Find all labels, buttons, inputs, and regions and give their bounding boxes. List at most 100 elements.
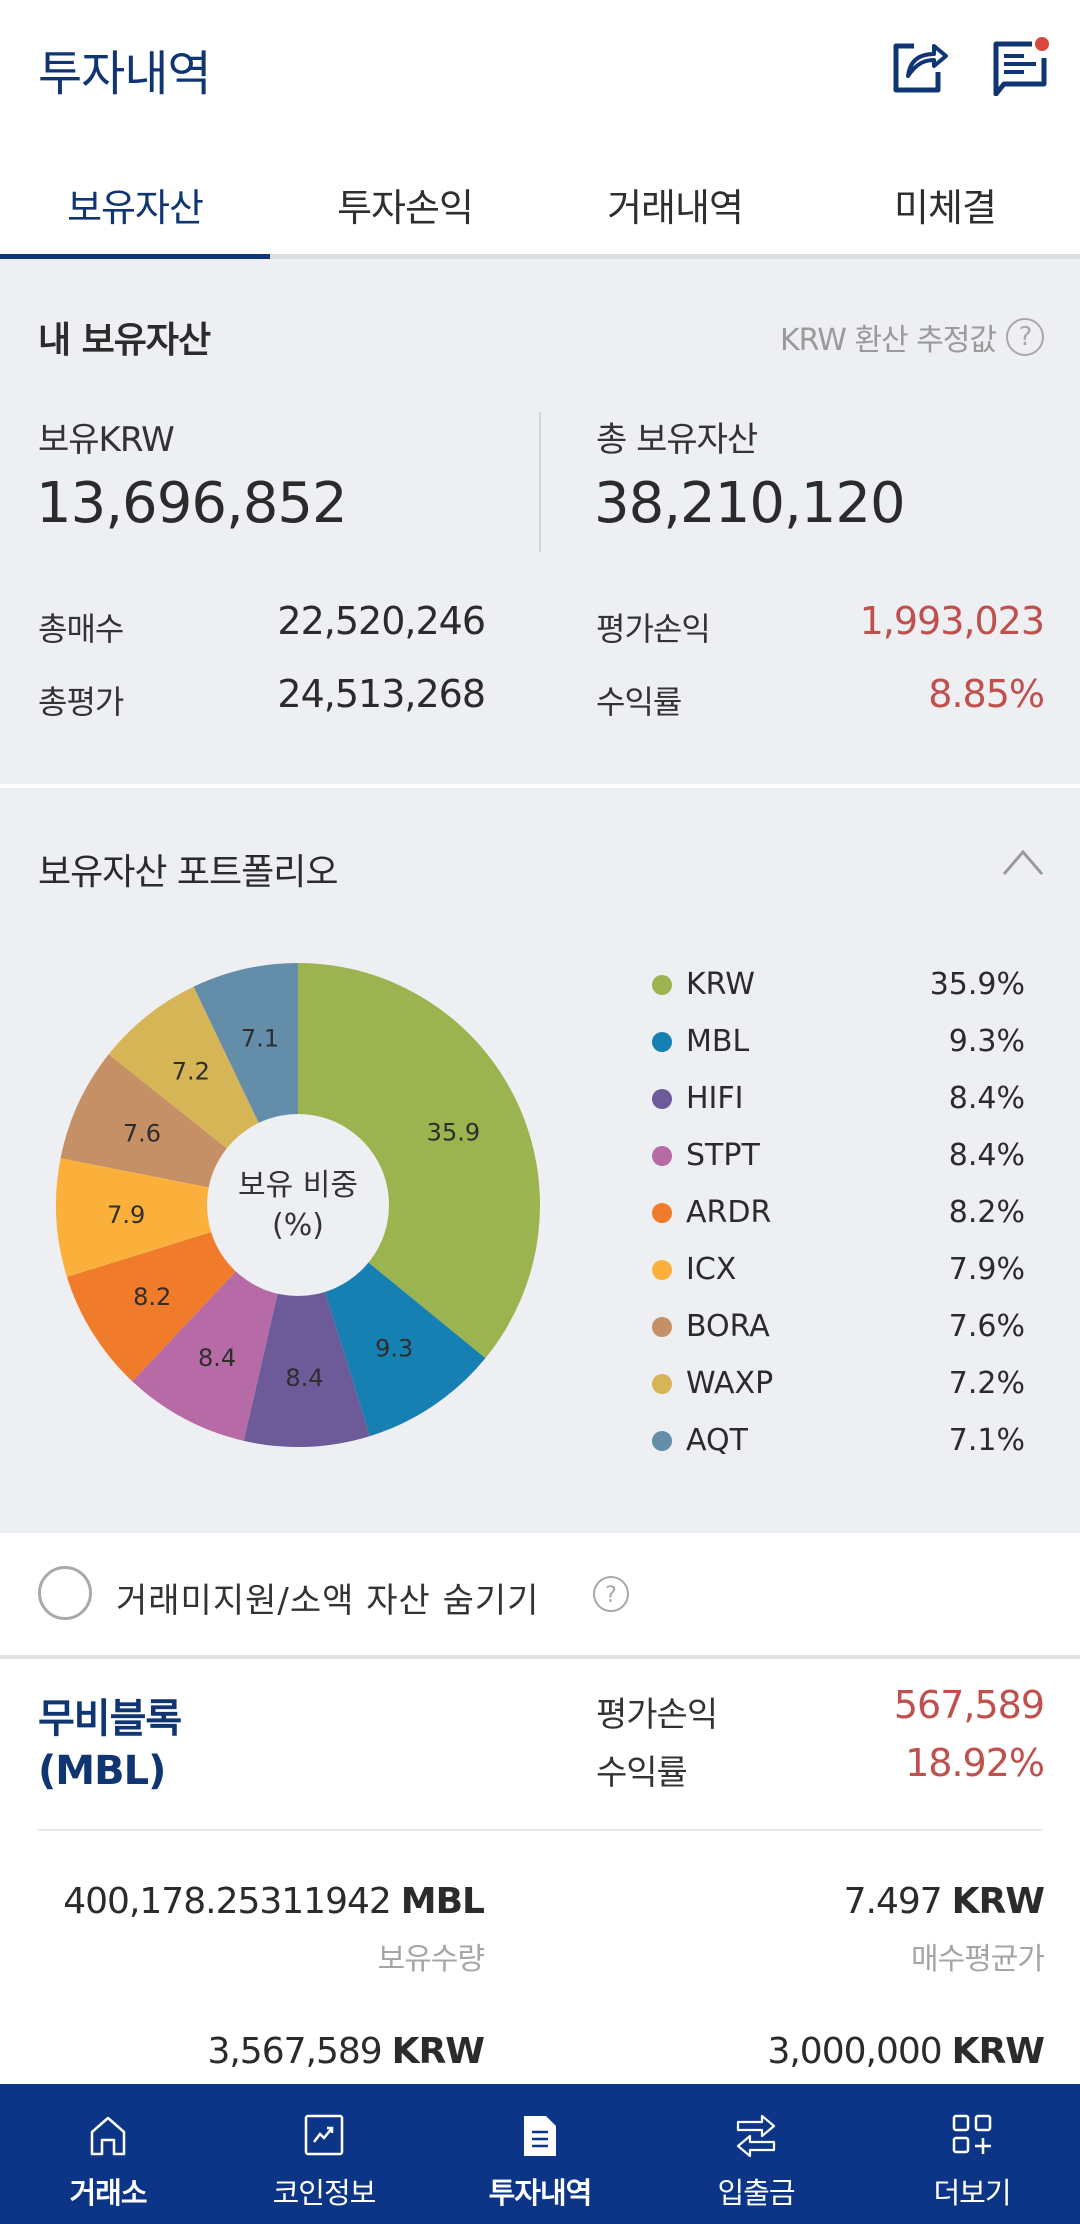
nav-more-label: 더보기: [933, 2176, 1011, 2210]
holdings-summary: 내 보유자산 KRW 환산 추정값 ? 보유KRW 13,696,852 총 보…: [0, 259, 1080, 784]
more-grid-icon: [952, 2114, 992, 2154]
legend-percent: 8.4%: [948, 1081, 1025, 1116]
asset-korean-name: 무비블록: [38, 1696, 182, 1742]
active-tab-indicator: [0, 254, 270, 259]
avg-buy-price: 7.497 KRW 매수평균가: [844, 1881, 1045, 1978]
tab-open-orders[interactable]: 미체결: [894, 185, 997, 230]
legend-name: HIFI: [686, 1081, 744, 1116]
pie-slice-krw: [298, 963, 540, 1359]
legend-percent: 8.2%: [948, 1195, 1025, 1230]
divider: [38, 1829, 1042, 1831]
pie-slice-label: 7.6: [123, 1120, 161, 1148]
help-icon: ?: [593, 1576, 629, 1612]
hide-small-assets-row: 거래미지원/소액 자산 숨기기 ?: [0, 1533, 1080, 1655]
hide-help-button[interactable]: ?: [592, 1575, 630, 1613]
return-rate-label: 수익률: [596, 683, 682, 721]
quantity-caption: 보유수량: [377, 1942, 485, 1977]
quantity-value: 400,178.25311942: [63, 1881, 392, 1922]
tab-underline: [0, 254, 1080, 259]
pie-slice-icx: [56, 1158, 298, 1277]
legend-percent: 9.3%: [948, 1024, 1025, 1059]
eval-pnl-label: 평가손익: [596, 610, 711, 648]
nav-deposit-withdraw-label: 입출금: [717, 2176, 795, 2210]
eval-pnl-value: 1,993,023: [859, 599, 1045, 643]
legend-item-hifi: HIFI 8.4%: [650, 1070, 1025, 1127]
tab-investment-pnl[interactable]: 투자손익: [337, 185, 474, 230]
quantity-unit: MBL: [400, 1881, 485, 1922]
svg-text:?: ?: [605, 1583, 617, 1608]
hide-small-assets-label[interactable]: 거래미지원/소액 자산 숨기기: [116, 1581, 540, 1621]
eval-amount: 3,567,589 KRW: [207, 2031, 485, 2072]
legend-item-icx: ICX 7.9%: [650, 1241, 1025, 1298]
eval-amount-value: 3,567,589: [207, 2031, 382, 2072]
legend-item-waxp: WAXP 7.2%: [650, 1355, 1025, 1412]
nav-exchange[interactable]: 거래소: [0, 2084, 216, 2224]
legend-name: BORA: [686, 1309, 770, 1344]
tab-transaction-history[interactable]: 거래내역: [607, 185, 744, 230]
legend-name: MBL: [686, 1024, 750, 1059]
notice-button[interactable]: [990, 36, 1050, 97]
legend-percent: 7.2%: [948, 1366, 1025, 1401]
held-krw-label: 보유KRW: [38, 420, 175, 460]
asset-pnl-value: 567,589: [893, 1683, 1045, 1727]
app-header: 투자내역: [0, 0, 1080, 140]
nav-deposit-withdraw[interactable]: 입출금: [648, 2084, 864, 2224]
return-rate-value: 8.85%: [928, 672, 1045, 716]
holding-quantity: 400,178.25311942 MBL 보유수량: [63, 1881, 485, 1978]
nav-coin-info[interactable]: 코인정보: [216, 2084, 432, 2224]
nav-exchange-label: 거래소: [69, 2176, 147, 2210]
legend-name: ARDR: [686, 1195, 772, 1230]
asset-return-label: 수익률: [596, 1753, 688, 1793]
portfolio-legend: KRW 35.9% MBL 9.3% HIFI 8.4% STPT 8.4% ARDR 8.2% I…: [650, 956, 1025, 1469]
legend-item-ardr: ARDR 8.2%: [650, 1184, 1025, 1241]
legend-percent: 7.6%: [948, 1309, 1025, 1344]
pie-slice-label: 35.9: [427, 1118, 480, 1146]
pie-slice-label: 7.2: [172, 1057, 210, 1085]
held-krw-value: 13,696,852: [36, 471, 348, 536]
buy-amount: 3,000,000 KRW: [767, 2031, 1045, 2072]
legend-item-krw: KRW 35.9%: [650, 956, 1025, 1013]
pie-slice-label: 8.4: [198, 1344, 236, 1372]
home-icon: [90, 2116, 126, 2156]
asset-symbol: (MBL): [38, 1748, 166, 1794]
pie-slice-label: 7.9: [107, 1201, 145, 1229]
total-assets-label: 총 보유자산: [596, 420, 758, 460]
pie-slice-label: 8.2: [133, 1283, 171, 1311]
donut-hole: [207, 1114, 389, 1296]
pie-slice-label: 7.1: [241, 1024, 279, 1052]
legend-dot-icon: [652, 1259, 672, 1280]
total-assets-value: 38,210,120: [594, 471, 906, 536]
legend-dot-icon: [652, 1373, 672, 1394]
legend-name: KRW: [686, 967, 755, 1002]
notice-icon: [993, 37, 1049, 97]
transfer-icon: [736, 2114, 776, 2158]
total-eval-label: 총평가: [38, 683, 124, 721]
legend-dot-icon: [652, 1145, 672, 1166]
nav-coin-info-label: 코인정보: [272, 2176, 377, 2210]
portfolio-section: 보유자산 포트폴리오 보유 비중 (%) 35.9 9.3 8.4 8.4 8.2 7.9…: [0, 788, 1080, 1533]
asset-return-value: 18.92%: [905, 1741, 1045, 1785]
donut-center-unit: (%): [272, 1208, 324, 1243]
total-eval-value: 24,513,268: [277, 672, 486, 716]
legend-name: STPT: [686, 1138, 760, 1173]
help-icon[interactable]: ?: [1006, 318, 1044, 356]
section-divider: [0, 1655, 1080, 1659]
asset-name: 무비블록 (MBL): [38, 1693, 182, 1797]
buy-amount-value: 3,000,000: [767, 2031, 942, 2072]
legend-dot-icon: [652, 1088, 672, 1109]
share-button[interactable]: [890, 36, 950, 96]
bottom-navigation: 거래소 코인정보 투자내역 입출금 더보기: [0, 2084, 1080, 2224]
total-buy-value: 22,520,246: [277, 599, 486, 643]
legend-dot-icon: [652, 1430, 672, 1451]
nav-more[interactable]: 더보기: [864, 2084, 1080, 2224]
legend-item-bora: BORA 7.6%: [650, 1298, 1025, 1355]
nav-investment-history[interactable]: 투자내역: [432, 2084, 648, 2224]
collapse-button[interactable]: [1000, 844, 1046, 880]
hide-small-assets-checkbox[interactable]: [38, 1566, 92, 1620]
portfolio-donut-chart: 보유 비중 (%) 35.9 9.3 8.4 8.4 8.2 7.9 7.6 7.2 7.1: [56, 963, 540, 1447]
buy-amount-unit: KRW: [951, 2031, 1045, 2072]
krw-estimate-note: KRW 환산 추정값 ?: [780, 315, 1044, 359]
tab-holdings[interactable]: 보유자산: [67, 185, 204, 230]
chart-icon: [304, 2114, 344, 2156]
asset-card-mbl[interactable]: 무비블록 (MBL) 평가손익 567,589 수익률 18.92% 400,1…: [0, 1659, 1080, 2084]
